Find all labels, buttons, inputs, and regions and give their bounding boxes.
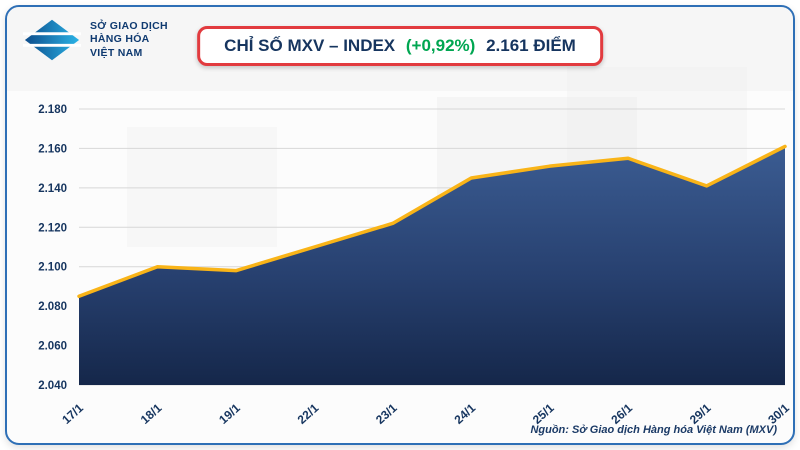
chart-title: CHỈ SỐ MXV – INDEX (+0,92%) 2.161 ĐIỂM — [197, 26, 603, 66]
chart-card: SỞ GIAO DỊCH HÀNG HÓA VIỆT NAM CHỈ SỐ MX… — [5, 5, 795, 445]
svg-text:2.100: 2.100 — [38, 262, 67, 274]
svg-text:23/1: 23/1 — [373, 401, 400, 427]
svg-text:2.060: 2.060 — [38, 341, 67, 353]
svg-text:26/1: 26/1 — [608, 401, 635, 427]
svg-text:2.180: 2.180 — [38, 104, 67, 116]
mxv-logo-icon — [23, 19, 81, 61]
logo-text: SỞ GIAO DỊCH HÀNG HÓA VIỆT NAM — [90, 20, 168, 61]
svg-text:2.040: 2.040 — [38, 380, 67, 392]
svg-text:2.080: 2.080 — [38, 301, 67, 313]
svg-text:18/1: 18/1 — [138, 401, 165, 427]
svg-text:29/1: 29/1 — [687, 401, 714, 427]
chart-title-change: (+0,92%) — [405, 36, 476, 55]
svg-text:2.140: 2.140 — [38, 183, 67, 195]
mxv-logo: SỞ GIAO DỊCH HÀNG HÓA VIỆT NAM — [23, 17, 168, 63]
svg-text:25/1: 25/1 — [530, 401, 557, 427]
svg-text:19/1: 19/1 — [216, 401, 243, 427]
svg-text:30/1: 30/1 — [765, 401, 792, 427]
source-caption: Nguồn: Sở Giao dịch Hàng hóa Việt Nam (M… — [530, 424, 777, 436]
logo-line-1: SỞ GIAO DỊCH — [90, 19, 168, 32]
svg-text:17/1: 17/1 — [59, 401, 86, 427]
chart-title-value: 2.161 ĐIỂM — [486, 36, 576, 55]
mxv-index-area-chart: 2.180 2.160 2.140 2.120 2.100 2.080 2.060 2.040… — [38, 104, 792, 427]
chart-title-main: CHỈ SỐ MXV – INDEX — [224, 36, 396, 55]
svg-text:2.160: 2.160 — [38, 143, 67, 155]
svg-text:2.120: 2.120 — [38, 222, 67, 234]
svg-text:24/1: 24/1 — [452, 401, 479, 427]
logo-line-2: HÀNG HÓA — [90, 33, 150, 46]
svg-text:22/1: 22/1 — [295, 401, 322, 427]
logo-line-3: VIỆT NAM — [90, 46, 143, 59]
